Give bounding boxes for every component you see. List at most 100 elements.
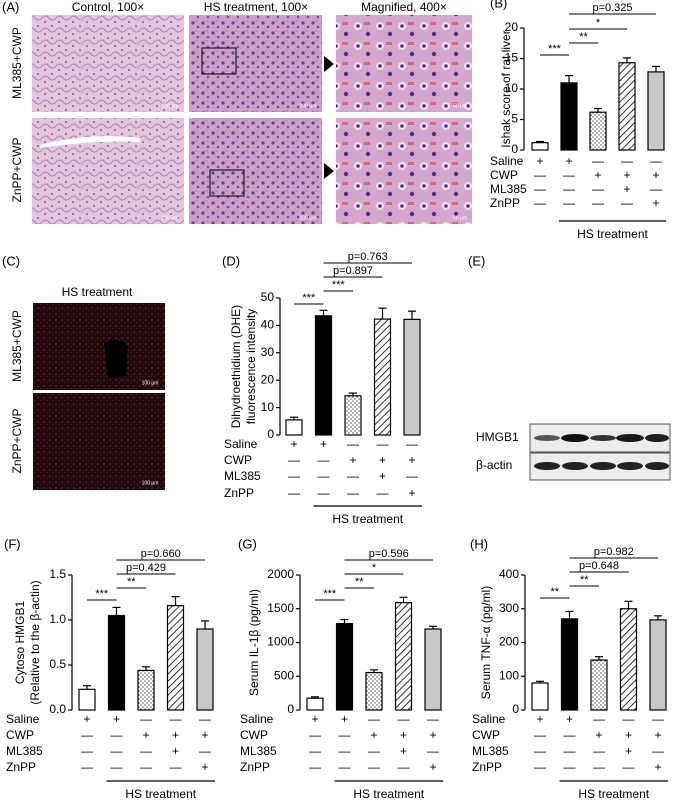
- treatment-sign: +: [370, 728, 377, 742]
- y-tick-label: 10: [261, 400, 275, 414]
- bar: [531, 142, 549, 151]
- treatment-sign: —: [347, 469, 359, 483]
- treatment-sign: +: [408, 486, 415, 500]
- scale-bar-label: 200 μm: [162, 215, 179, 221]
- treatment-sign: —: [81, 728, 93, 742]
- treatment-name: CWP: [472, 728, 500, 742]
- treatment-sign: +: [142, 728, 149, 742]
- treatment-sign: +: [172, 744, 179, 758]
- treatment-sign: +: [625, 728, 632, 742]
- treatment-name: ZnPP: [6, 760, 36, 774]
- treatment-sign: —: [111, 760, 123, 774]
- treatment-name: CWP: [224, 453, 252, 467]
- treatment-sign: —: [140, 744, 152, 758]
- treatment-sign: —: [170, 712, 182, 726]
- treatment-sign: —: [592, 154, 604, 168]
- treatment-name: ZnPP: [224, 486, 254, 500]
- band-label: β-actin: [476, 458, 512, 472]
- treatment-sign: —: [592, 196, 604, 210]
- panel-label: (B): [490, 0, 507, 10]
- treatment-name: Saline: [224, 437, 258, 451]
- treatment-sign: +: [536, 712, 543, 726]
- treatment-sign: —: [652, 744, 664, 758]
- bar: [618, 62, 636, 151]
- treatment-sign: +: [349, 453, 356, 467]
- treatment-sign: —: [318, 453, 330, 467]
- treatment-sign: —: [347, 437, 359, 451]
- treatment-sign: —: [111, 728, 123, 742]
- y-axis-label: Ishak score of rat liver: [499, 30, 513, 147]
- panel-label: (D): [222, 253, 240, 268]
- fluorescence-image: [33, 303, 165, 390]
- significance-label: **: [355, 576, 364, 588]
- treatment-name: CWP: [240, 728, 268, 742]
- significance-label: ***: [332, 279, 346, 291]
- row-label: ML385+CWP: [10, 310, 24, 382]
- treatment-name: Saline: [6, 712, 40, 726]
- treatment-sign: —: [339, 760, 351, 774]
- significance-label: **: [127, 576, 136, 588]
- treatment-sign: —: [623, 760, 635, 774]
- group-label: HS treatment: [332, 512, 403, 526]
- significance-label: **: [550, 586, 559, 598]
- bar: [196, 628, 214, 711]
- treatment-sign: —: [81, 760, 93, 774]
- treatment-sign: +: [201, 728, 208, 742]
- y-tick-label: 0: [512, 702, 519, 716]
- treatment-sign: +: [654, 728, 661, 742]
- panel-label: (G): [238, 536, 257, 551]
- treatment-sign: —: [140, 760, 152, 774]
- treatment-sign: +: [625, 744, 632, 758]
- treatment-sign: +: [429, 760, 436, 774]
- bar: [647, 71, 665, 151]
- bar: [590, 659, 608, 711]
- bar: [344, 395, 362, 436]
- treatment-sign: —: [140, 712, 152, 726]
- treatment-sign: —: [593, 712, 605, 726]
- treatment-name: Saline: [490, 154, 524, 168]
- y-tick-label: 200: [499, 635, 519, 649]
- treatment-sign: +: [311, 712, 318, 726]
- treatment-sign: +: [594, 168, 601, 182]
- group-label: HS treatment: [353, 787, 424, 801]
- treatment-sign: +: [429, 728, 436, 742]
- y-tick-label: 300: [499, 601, 519, 615]
- treatment-sign: +: [379, 469, 386, 483]
- treatment-sign: —: [563, 196, 575, 210]
- bar: [365, 671, 383, 711]
- bar: [531, 682, 549, 711]
- scale-bar-label: 200 μm: [162, 103, 179, 109]
- treatment-name: Saline: [240, 712, 274, 726]
- treatment-sign: —: [534, 168, 546, 182]
- treatment-sign: +: [566, 712, 573, 726]
- treatment-sign: —: [339, 744, 351, 758]
- y-tick-label: 20: [261, 372, 275, 386]
- treatment-sign: —: [111, 744, 123, 758]
- row-label: ZnPP+CWP: [10, 408, 24, 473]
- significance-label: p=0.648: [579, 560, 619, 572]
- western-blot: [529, 423, 671, 481]
- treatment-sign: +: [290, 437, 297, 451]
- significance-label: p=0.429: [126, 562, 166, 574]
- bar: [137, 669, 155, 711]
- treatment-sign: +: [83, 712, 90, 726]
- treatment-sign: —: [650, 154, 662, 168]
- y-axis-label: Serum TNF-α (pg/ml): [479, 586, 493, 699]
- significance-label: ***: [323, 588, 337, 600]
- treatment-sign: —: [170, 760, 182, 774]
- bar: [335, 622, 354, 711]
- significance-label: p=0.982: [594, 546, 634, 558]
- significance-label: p=0.325: [592, 2, 632, 14]
- treatment-sign: +: [652, 196, 659, 210]
- treatment-name: CWP: [6, 728, 34, 742]
- micrographs: [32, 15, 472, 224]
- y-tick-label: 0: [287, 702, 294, 716]
- y-tick-label: 40: [261, 318, 275, 332]
- treatment-sign: +: [408, 453, 415, 467]
- treatment-sign: +: [652, 168, 659, 182]
- y-tick-label: 2000: [267, 567, 294, 581]
- treatment-sign: —: [593, 760, 605, 774]
- significance-label: p=0.660: [141, 548, 181, 560]
- treatment-sign: —: [377, 486, 389, 500]
